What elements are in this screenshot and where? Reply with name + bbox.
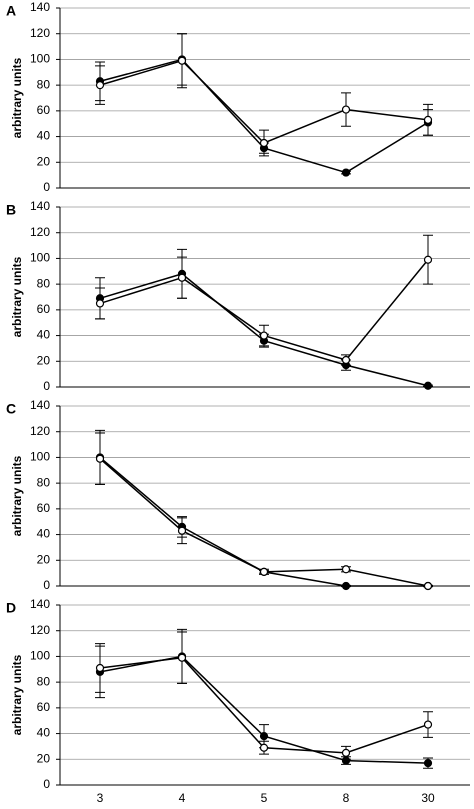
data-point [423, 381, 433, 390]
y-tick-label: 60 [37, 700, 51, 714]
y-tick-label: 0 [43, 578, 50, 592]
data-point [341, 748, 351, 757]
y-tick-label: 140 [30, 597, 50, 611]
panel-label: C [6, 401, 16, 417]
y-tick-label: 20 [37, 552, 51, 566]
x-tick-label: 4 [179, 791, 186, 805]
data-point [95, 454, 105, 463]
data-point [259, 567, 269, 576]
y-tick-label: 100 [30, 649, 50, 663]
x-tick-label: 5 [261, 791, 268, 805]
data-point [177, 56, 187, 65]
y-tick-label: 40 [37, 527, 51, 541]
y-tick-label: 100 [30, 52, 50, 66]
y-axis-label: arbitrary units [10, 455, 24, 536]
data-point [259, 743, 269, 752]
y-tick-label: 20 [37, 353, 51, 367]
y-tick-label: 80 [37, 674, 51, 688]
series-line [99, 458, 429, 587]
y-tick-label: 120 [30, 623, 50, 637]
y-axis-label: arbitrary units [10, 654, 24, 735]
data-point [95, 663, 105, 673]
data-point [95, 81, 105, 90]
data-point [341, 355, 351, 365]
data-point [423, 255, 433, 264]
data-point [341, 581, 351, 591]
data-point [177, 526, 187, 535]
x-tick-label: 8 [343, 791, 350, 805]
y-tick-label: 0 [43, 379, 50, 393]
y-tick-label: 120 [30, 424, 50, 438]
y-tick-label: 40 [37, 726, 51, 740]
panel-label: D [6, 600, 16, 616]
y-tick-label: 60 [37, 501, 51, 515]
data-point [177, 273, 187, 282]
panel-label: A [6, 3, 16, 19]
data-point [259, 138, 269, 148]
data-point [341, 565, 351, 574]
y-tick-label: 0 [43, 180, 50, 194]
y-tick-label: 100 [30, 450, 50, 464]
y-tick-label: 140 [30, 199, 50, 213]
y-tick-label: 120 [30, 225, 50, 239]
y-axis-label: arbitrary units [10, 256, 24, 337]
y-tick-label: 120 [30, 26, 50, 40]
series-line [99, 456, 428, 587]
data-point [423, 720, 433, 729]
data-point [423, 115, 433, 124]
data-point [341, 168, 351, 177]
y-tick-label: 100 [30, 251, 50, 265]
y-tick-label: 80 [37, 77, 51, 91]
y-axis-label: arbitrary units [10, 57, 24, 138]
data-point [423, 581, 433, 591]
y-tick-label: 60 [37, 103, 51, 117]
y-tick-label: 60 [37, 302, 51, 316]
y-tick-label: 40 [37, 129, 51, 143]
y-tick-label: 140 [30, 0, 50, 14]
y-tick-label: 0 [43, 777, 50, 791]
panel-label: B [6, 202, 16, 218]
y-tick-label: 20 [37, 154, 51, 168]
y-tick-label: 40 [37, 328, 51, 342]
data-point [259, 732, 269, 741]
data-point [259, 331, 269, 340]
data-point [423, 759, 433, 768]
y-tick-label: 20 [37, 751, 51, 765]
y-tick-label: 80 [37, 276, 51, 290]
y-tick-label: 80 [37, 475, 51, 489]
y-tick-label: 140 [30, 398, 50, 412]
data-point [341, 105, 351, 114]
x-tick-label: 30 [421, 791, 435, 805]
data-point [95, 299, 105, 308]
data-point [177, 653, 187, 662]
x-tick-label: 3 [97, 791, 104, 805]
